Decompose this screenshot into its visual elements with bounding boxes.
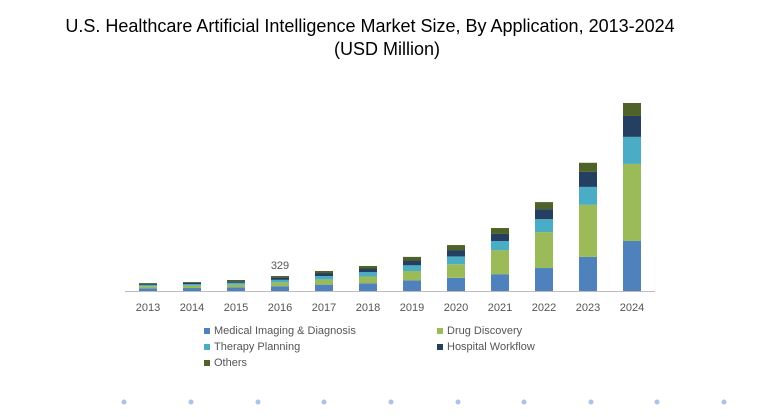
bar-segment: [359, 265, 377, 269]
bar-segment: [447, 264, 465, 278]
bar-segment: [183, 284, 201, 286]
bar-segment: [491, 228, 509, 234]
legend-swatch: [204, 360, 210, 366]
bar-segment: [271, 282, 289, 287]
bar-segment: [315, 279, 333, 285]
bar-segment: [315, 270, 333, 274]
bar-segment: [183, 288, 201, 291]
bar-segment: [183, 282, 201, 285]
bar-segment: [579, 256, 597, 291]
bar-segment: [491, 250, 509, 275]
total-label: 329: [271, 260, 289, 272]
x-tick-label: 2015: [224, 302, 248, 314]
bar-segment: [535, 232, 553, 269]
bar-segment: [227, 282, 245, 285]
legend-label: Therapy Planning: [214, 341, 300, 353]
bar-segment: [271, 279, 289, 283]
bar-segment: [403, 270, 421, 281]
decor-dots: [121, 399, 727, 405]
bar-segment: [271, 276, 289, 278]
bar-segment: [491, 240, 509, 251]
legend-swatch: [204, 328, 210, 334]
x-tick-label: 2024: [620, 302, 644, 314]
bar-segment: [139, 283, 157, 285]
bar-segment: [359, 276, 377, 284]
bar-segment: [579, 204, 597, 257]
bar-segment: [403, 280, 421, 291]
bar-segment: [227, 281, 245, 283]
x-tick-label: 2016: [268, 302, 292, 314]
bar-segment: [139, 282, 157, 284]
bar-segment: [315, 273, 333, 276]
bar-segment: [579, 162, 597, 172]
x-tick-label: 2021: [488, 302, 512, 314]
bar-segment: [315, 275, 333, 280]
bar-segment: [183, 281, 201, 283]
bar-segment: [183, 285, 201, 289]
bar-segment: [491, 274, 509, 291]
bar-segment: [139, 284, 157, 287]
chart-subtitle: (USD Million): [334, 39, 440, 59]
bar-segment: [359, 272, 377, 277]
chart-title: U.S. Healthcare Artificial Intelligence …: [65, 16, 674, 36]
bar-segment: [579, 186, 597, 205]
bar-segment: [579, 171, 597, 187]
bar-segment: [623, 115, 641, 137]
bar-segment: [403, 260, 421, 266]
bar-segment: [491, 233, 509, 241]
bar-segment: [623, 240, 641, 291]
bar-segment: [227, 279, 245, 282]
bar-segment: [139, 286, 157, 289]
bar-segment: [447, 245, 465, 251]
bar-segment: [623, 163, 641, 241]
bar-segment: [359, 268, 377, 273]
bar-segment: [403, 265, 421, 271]
bar-segment: [535, 268, 553, 291]
bar-segment: [271, 286, 289, 291]
bar-segment: [447, 277, 465, 291]
bar-segment: [227, 284, 245, 288]
legend-swatch: [204, 344, 210, 350]
legend-swatch: [437, 328, 443, 334]
x-tick-label: 2017: [312, 302, 336, 314]
legend-swatch: [437, 344, 443, 350]
bar-segment: [623, 103, 641, 116]
bar-segment: [535, 202, 553, 210]
legend-label: Others: [214, 357, 248, 369]
x-tick-label: 2019: [400, 302, 424, 314]
bar-segment: [359, 283, 377, 291]
x-tick-label: 2023: [576, 302, 600, 314]
x-tick-label: 2018: [356, 302, 380, 314]
x-tick-label: 2020: [444, 302, 468, 314]
bar-segment: [447, 256, 465, 265]
bar-segment: [623, 136, 641, 164]
bar-segment: [535, 209, 553, 220]
x-tick-label: 2022: [532, 302, 556, 314]
bar-segment: [403, 256, 421, 261]
legend-label: Drug Discovery: [447, 325, 523, 337]
legend-label: Medical Imaging & Diagnosis: [214, 325, 356, 337]
bar-segment: [271, 277, 289, 280]
legend-label: Hospital Workflow: [447, 341, 535, 353]
bar-segment: [315, 284, 333, 291]
bar-segment: [535, 219, 553, 233]
x-tick-label: 2014: [180, 302, 204, 314]
bar-segment: [447, 250, 465, 257]
x-tick-label: 2013: [136, 302, 160, 314]
bar-segment: [227, 287, 245, 291]
bar-segment: [139, 288, 157, 291]
